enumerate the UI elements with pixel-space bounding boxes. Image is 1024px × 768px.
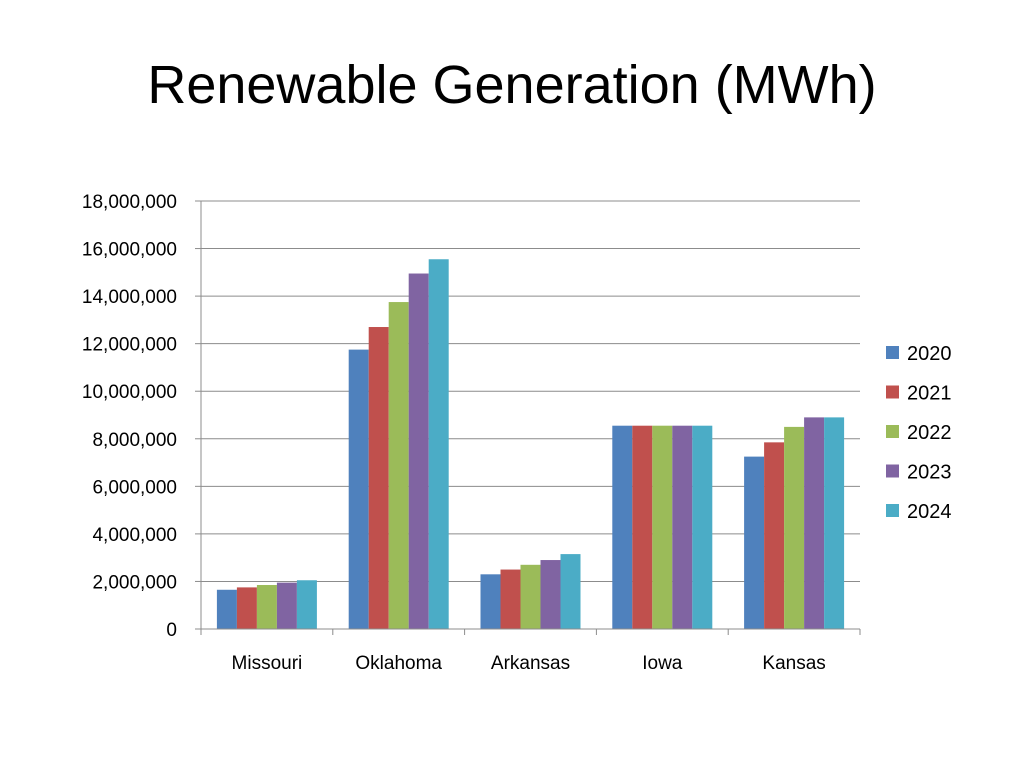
slide-title: Renewable Generation (MWh)	[147, 55, 877, 115]
bar-2020	[348, 349, 369, 629]
axes	[195, 200, 861, 635]
y-tick-label: 12,000,000	[82, 335, 177, 356]
bar-2021	[764, 442, 785, 629]
bar-2024	[824, 417, 845, 629]
bar-2023	[276, 582, 297, 629]
legend-label: 2024	[907, 501, 952, 523]
y-tick-label: 4,000,000	[92, 525, 177, 546]
bar-2023	[540, 560, 561, 629]
x-tick-label: Arkansas	[491, 653, 570, 674]
y-axis-tick-labels: 0 2,000,000 4,000,000 6,000,000 8,000,000 10,…	[82, 192, 177, 641]
bar-2022	[652, 425, 673, 629]
bar-2023	[804, 417, 825, 629]
y-tick-label: 14,000,000	[82, 287, 177, 308]
bar-2022	[784, 426, 805, 629]
bar-2021	[368, 327, 389, 629]
x-tick-label: Iowa	[642, 653, 683, 674]
legend-swatch-2021	[886, 385, 899, 399]
bar-2020	[480, 574, 501, 629]
bar-2021	[500, 569, 521, 629]
bar-2023	[408, 273, 429, 629]
legend: 2020 2021 2022 2023 2024	[886, 343, 952, 523]
bars	[216, 259, 845, 629]
legend-label: 2022	[907, 422, 952, 444]
x-tick-label: Missouri	[232, 653, 303, 674]
y-tick-label: 0	[166, 620, 177, 641]
y-tick-label: 8,000,000	[92, 430, 177, 451]
bar-2024	[296, 580, 317, 629]
y-tick-label: 2,000,000	[92, 572, 177, 593]
bar-2024	[560, 554, 581, 629]
legend-swatch-2022	[886, 425, 899, 438]
bar-2022	[388, 302, 409, 629]
x-axis-tick-labels: Missouri Oklahoma Arkansas Iowa Kansas	[232, 653, 826, 674]
bar-2020	[612, 425, 633, 629]
legend-label: 2020	[907, 343, 952, 365]
bar-2022	[256, 585, 277, 629]
legend-swatch-2023	[886, 464, 899, 478]
legend-swatch-2020	[886, 346, 899, 359]
x-tick-label: Kansas	[762, 653, 825, 674]
bar-2021	[632, 425, 653, 629]
bar-2020	[744, 456, 765, 629]
legend-label: 2021	[907, 383, 952, 405]
y-tick-label: 18,000,000	[82, 192, 177, 213]
bar-2020	[216, 589, 237, 629]
legend-label: 2023	[907, 462, 952, 484]
y-tick-label: 6,000,000	[92, 477, 177, 498]
x-tick-label: Oklahoma	[355, 653, 442, 674]
bar-2024	[692, 425, 713, 629]
legend-swatch-2024	[886, 504, 899, 517]
y-tick-label: 16,000,000	[82, 240, 177, 261]
y-tick-label: 10,000,000	[82, 382, 177, 403]
bar-2023	[672, 425, 693, 629]
bar-2022	[520, 564, 541, 629]
bar-2024	[428, 259, 449, 629]
bar-2021	[236, 587, 257, 629]
